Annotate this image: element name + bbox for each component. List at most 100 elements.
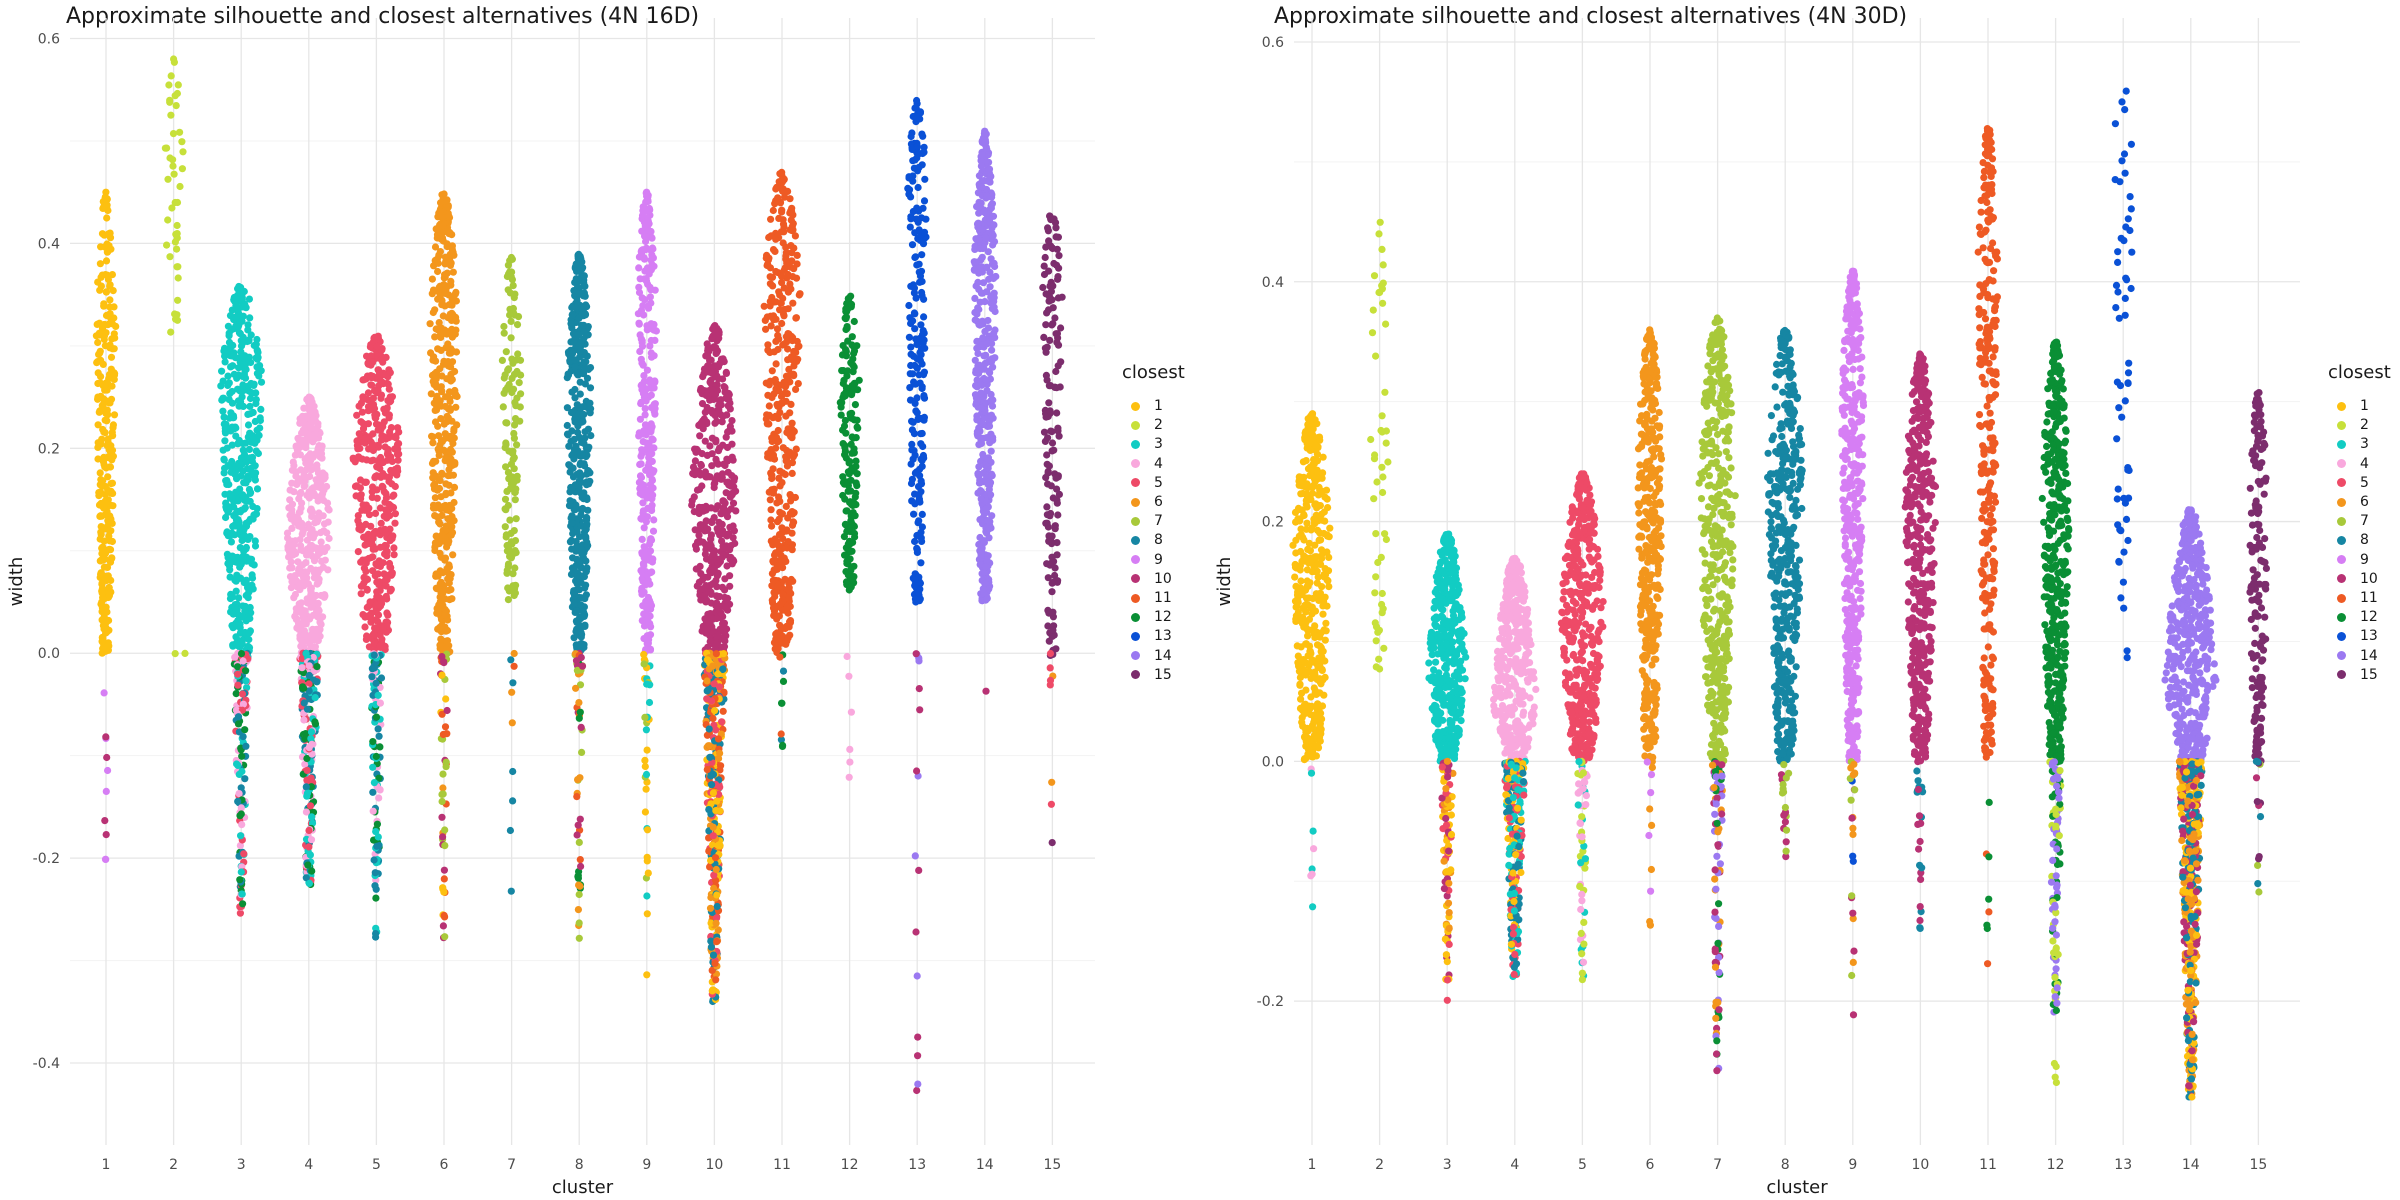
data-point xyxy=(243,465,251,473)
data-point xyxy=(170,55,178,63)
data-point xyxy=(429,474,437,482)
data-point xyxy=(510,434,518,442)
data-point xyxy=(705,725,713,733)
data-point xyxy=(94,421,102,429)
data-point xyxy=(783,259,791,267)
data-point xyxy=(701,527,709,535)
data-point xyxy=(234,497,242,505)
data-point xyxy=(254,348,262,356)
data-point xyxy=(432,570,440,578)
data-point xyxy=(576,856,584,864)
data-point xyxy=(438,790,446,799)
data-point xyxy=(649,324,658,332)
data-point xyxy=(501,505,509,513)
data-point xyxy=(506,305,514,313)
data-point xyxy=(253,485,262,493)
data-point xyxy=(769,206,777,215)
data-point xyxy=(297,581,305,589)
data-point xyxy=(239,381,247,389)
data-point xyxy=(841,444,849,452)
data-point xyxy=(637,473,646,482)
data-point xyxy=(237,283,245,292)
data-point xyxy=(711,854,720,862)
data-point xyxy=(445,507,453,515)
data-point xyxy=(238,640,246,648)
data-point xyxy=(235,329,243,337)
data-point xyxy=(644,555,652,563)
data-point xyxy=(709,714,717,723)
data-point xyxy=(313,678,321,686)
data-point xyxy=(447,435,455,443)
data-point xyxy=(713,525,721,533)
data-point xyxy=(847,300,856,308)
data-point xyxy=(100,689,108,697)
data-point xyxy=(164,216,172,224)
data-point xyxy=(708,556,716,565)
data-point xyxy=(362,478,370,486)
data-point xyxy=(233,374,241,382)
data-point xyxy=(438,671,446,679)
data-point xyxy=(776,482,784,490)
data-point xyxy=(174,296,182,304)
data-point xyxy=(239,372,247,380)
data-point xyxy=(104,435,112,443)
data-point xyxy=(382,592,390,601)
data-point xyxy=(181,649,189,658)
data-point xyxy=(428,290,436,298)
data-point xyxy=(712,807,720,815)
data-point xyxy=(234,797,242,806)
data-point xyxy=(105,592,113,600)
data-point xyxy=(250,341,258,350)
data-point xyxy=(767,215,775,223)
data-point xyxy=(103,753,111,762)
data-point xyxy=(573,297,581,305)
data-point xyxy=(224,372,232,380)
data-point xyxy=(94,395,102,403)
data-point xyxy=(104,454,112,462)
data-point xyxy=(371,411,379,419)
data-point xyxy=(586,409,594,417)
data-point xyxy=(575,290,583,298)
data-point xyxy=(708,697,716,705)
data-point xyxy=(313,663,321,671)
data-point xyxy=(837,403,845,411)
data-point xyxy=(649,527,658,535)
data-point xyxy=(577,862,585,871)
data-point xyxy=(295,626,303,634)
data-point xyxy=(252,389,260,397)
data-point xyxy=(285,504,293,512)
data-point xyxy=(103,214,111,222)
data-point xyxy=(242,458,250,466)
data-point xyxy=(375,732,383,740)
data-point xyxy=(302,444,310,452)
data-point xyxy=(792,314,801,322)
data-point xyxy=(305,550,313,558)
data-point xyxy=(373,463,381,471)
data-point xyxy=(563,421,571,430)
data-point xyxy=(300,404,308,412)
data-point xyxy=(99,458,107,466)
data-point xyxy=(583,478,591,486)
data-point xyxy=(369,691,377,699)
data-point xyxy=(443,240,451,248)
data-point xyxy=(847,583,855,591)
data-point xyxy=(718,470,727,478)
data-point xyxy=(705,742,714,750)
data-point xyxy=(847,440,855,448)
data-point xyxy=(368,665,376,673)
data-point xyxy=(768,522,776,530)
data-point xyxy=(370,631,378,639)
data-point xyxy=(700,365,709,373)
data-point xyxy=(286,486,294,494)
data-point xyxy=(769,604,778,612)
data-point xyxy=(582,591,591,599)
data-point xyxy=(235,790,243,798)
data-point xyxy=(246,429,254,437)
data-point xyxy=(850,347,859,355)
data-point xyxy=(787,242,795,250)
data-point xyxy=(578,505,587,513)
data-point xyxy=(384,373,392,381)
data-point xyxy=(441,273,449,281)
data-point xyxy=(171,310,179,318)
data-point xyxy=(517,371,525,379)
